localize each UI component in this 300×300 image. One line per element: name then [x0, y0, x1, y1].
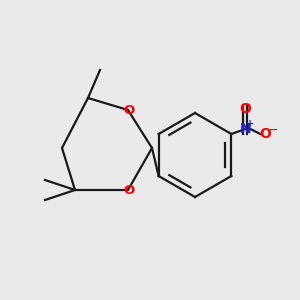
- Text: O: O: [260, 127, 271, 141]
- Text: +: +: [246, 119, 254, 129]
- Text: O: O: [239, 102, 251, 116]
- Text: O: O: [123, 103, 135, 116]
- Text: N: N: [240, 122, 251, 136]
- Text: −: −: [269, 125, 278, 135]
- Text: O: O: [123, 184, 135, 196]
